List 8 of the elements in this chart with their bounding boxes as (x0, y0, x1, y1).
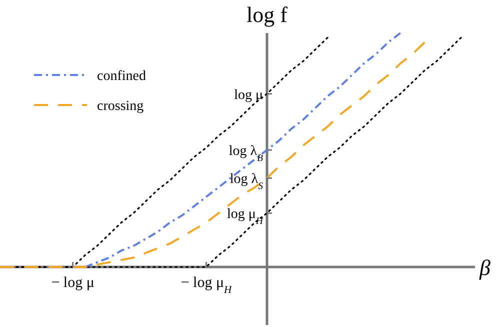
annotation: log λ$_{B}$ (228, 144, 264, 164)
legend-label: crossing (97, 99, 144, 114)
x-tick-label: − log μ (51, 275, 94, 291)
legend-label: confined (97, 69, 146, 84)
y-axis-title: log f (246, 2, 288, 27)
x-tick-label: − log μ$_{H}$ (180, 275, 234, 296)
annotation: log λ$_{S}$ (230, 172, 264, 192)
x-axis-title: β (478, 255, 491, 280)
